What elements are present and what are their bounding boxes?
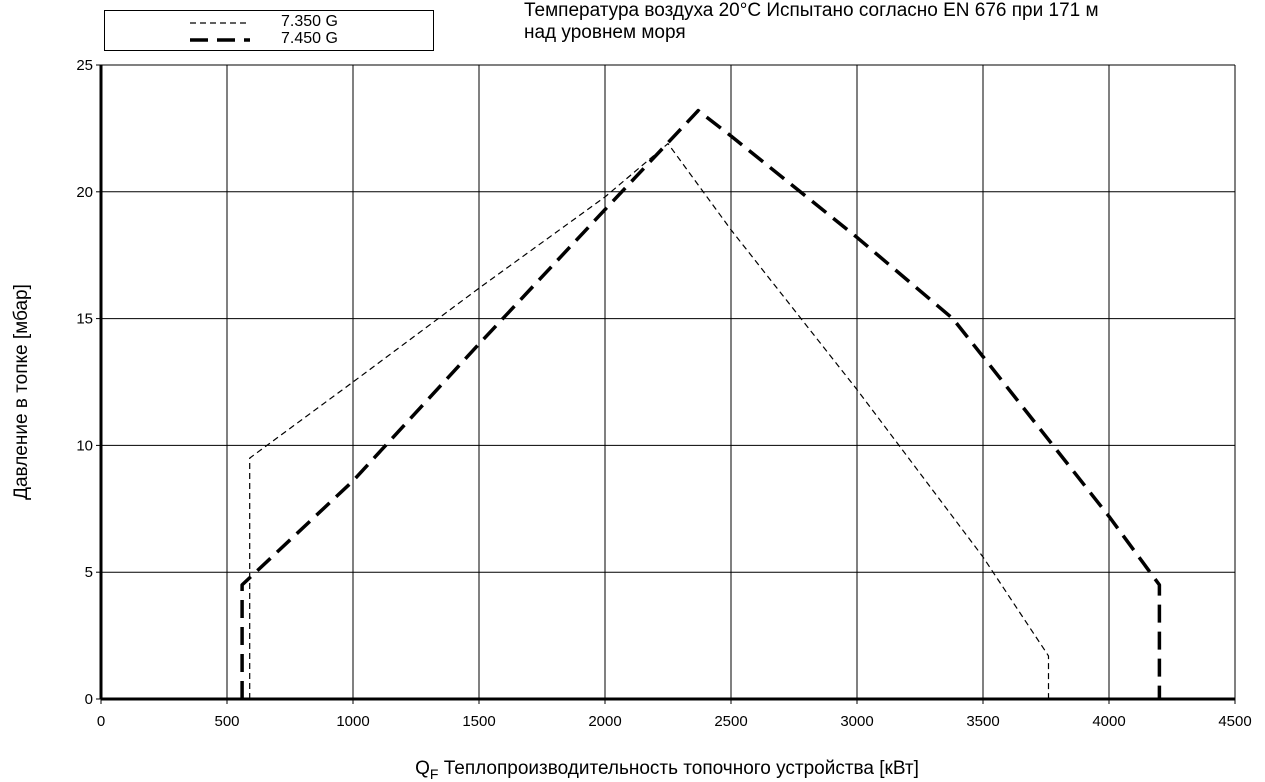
x-tick-label: 4500 xyxy=(1218,713,1251,730)
x-tick-label: 0 xyxy=(97,713,105,730)
x-tick-label: 3000 xyxy=(840,713,873,730)
y-tick-label: 25 xyxy=(76,57,93,74)
legend-swatch-long-dash xyxy=(190,38,250,42)
y-tick-label: 5 xyxy=(85,564,93,581)
y-tick-label: 15 xyxy=(76,311,93,328)
test-conditions-note: Температура воздуха 20°C Испытано соглас… xyxy=(524,0,1259,44)
series-line-2 xyxy=(240,108,1162,699)
test-conditions-line-1: Температура воздуха 20°C Испытано соглас… xyxy=(524,0,1099,21)
x-tick-label: 2500 xyxy=(714,713,747,730)
legend-entry-series-1: 7.350 G xyxy=(105,13,435,32)
x-tick-label: 1500 xyxy=(462,713,495,730)
x-tick-label: 2000 xyxy=(588,713,621,730)
x-axis-subscript: F xyxy=(429,765,439,782)
test-conditions-line-2: над уровнем моря xyxy=(524,22,686,43)
x-axis-text: Теплопроизводительность топочного устрой… xyxy=(443,758,919,779)
legend-label-series-1: 7.350 G xyxy=(281,13,338,30)
legend-swatch-short-dash xyxy=(190,22,250,24)
y-tick-label: 0 xyxy=(85,691,93,708)
x-axis-symbol: Q xyxy=(415,758,430,779)
legend-label-series-2: 7.450 G xyxy=(281,30,338,47)
series-line-1 xyxy=(249,143,1050,699)
y-tick-label: 10 xyxy=(76,437,93,454)
legend-entry-series-2: 7.450 G xyxy=(105,30,435,49)
legend: 7.350 G 7.450 G xyxy=(104,10,434,51)
grid-lines xyxy=(101,64,1236,699)
y-tick-label: 20 xyxy=(76,184,93,201)
x-tick-label: 3500 xyxy=(966,713,999,730)
x-tick-label: 4000 xyxy=(1092,713,1125,730)
y-axis-label: Давление в топке [мбар] xyxy=(11,284,32,500)
x-tick-label: 500 xyxy=(214,713,239,730)
axes xyxy=(96,64,1236,704)
series-group xyxy=(240,108,1162,699)
x-tick-label: 1000 xyxy=(336,713,369,730)
tick-labels: 0 500 1000 1500 2000 2500 3000 3500 4000 4500 0 5 10… xyxy=(76,57,1251,730)
x-axis-label: QF Теплопроизводительность топочного уст… xyxy=(415,758,919,782)
